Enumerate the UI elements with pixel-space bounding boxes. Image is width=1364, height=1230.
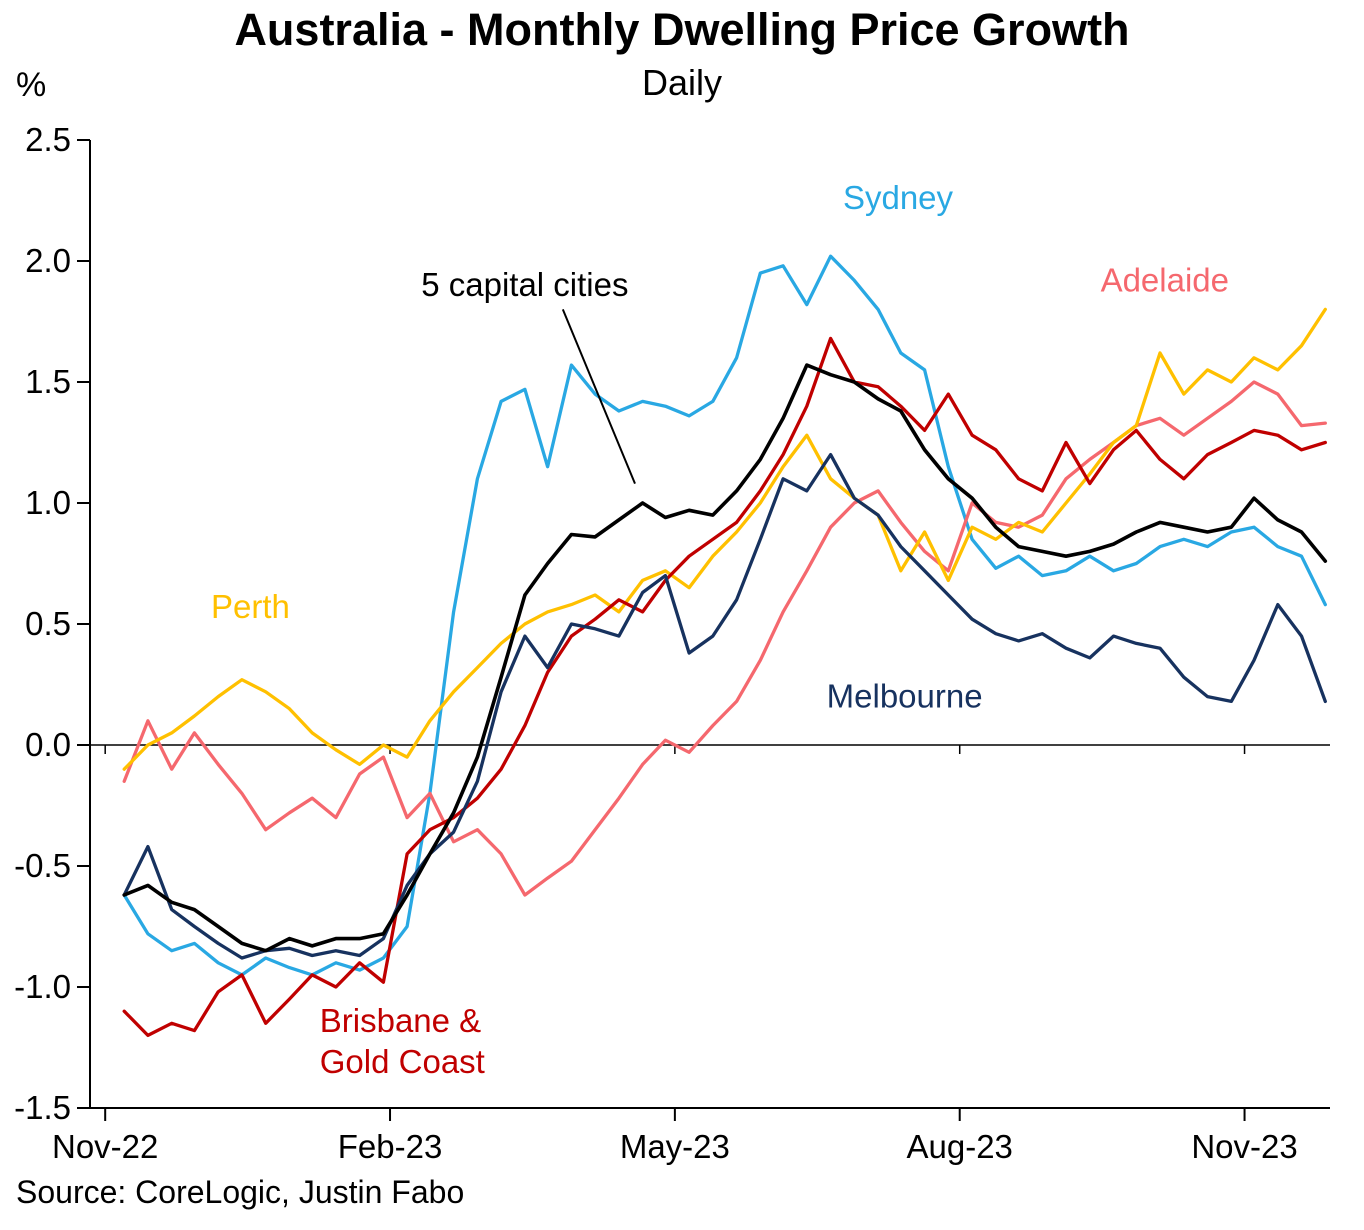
- chart-title: Australia - Monthly Dwelling Price Growt…: [234, 4, 1130, 55]
- y-tick-label: -0.5: [14, 847, 71, 884]
- y-tick-label: 1.5: [25, 363, 71, 400]
- y-tick-label: 1.0: [25, 484, 71, 521]
- y-tick-label: 2.0: [25, 242, 71, 279]
- series-line-perth: [122, 307, 1327, 771]
- y-axis-unit-label: %: [16, 66, 47, 104]
- series-line-five-capital-cities: [122, 363, 1328, 953]
- x-tick-label: Aug-23: [906, 1128, 1012, 1165]
- x-tick-label: Nov-23: [1191, 1128, 1297, 1165]
- series-line-sydney: [122, 254, 1327, 977]
- x-tick-label: May-23: [620, 1128, 730, 1165]
- series-line-brisbane-gold-coast: [122, 336, 1327, 1038]
- series-line-melbourne: [122, 452, 1327, 960]
- series-label-five-capital-cities: 5 capital cities: [421, 266, 628, 303]
- source-note: Source: CoreLogic, Justin Fabo: [16, 1174, 465, 1210]
- x-tick-label: Feb-23: [338, 1128, 443, 1165]
- five-capitals-pointer-line: [561, 309, 636, 485]
- x-tick-label: Nov-22: [52, 1128, 158, 1165]
- y-tick-label: -1.5: [14, 1089, 71, 1126]
- series-label-melbourne: Melbourne: [827, 678, 983, 715]
- series-line-adelaide: [122, 380, 1327, 897]
- y-tick-label: -1.0: [14, 968, 71, 1005]
- series-label-sydney: Sydney: [843, 179, 954, 216]
- y-tick-label: 0.5: [25, 605, 71, 642]
- y-tick-label: 0.0: [25, 726, 71, 763]
- series-label-brisbane-line2: Gold Coast: [320, 1043, 485, 1080]
- series-label-adelaide: Adelaide: [1101, 261, 1229, 298]
- y-tick-label: 2.5: [25, 121, 71, 158]
- series-label-brisbane-line1: Brisbane &: [320, 1002, 481, 1039]
- chart-subtitle: Daily: [641, 62, 722, 103]
- series-label-perth: Perth: [211, 588, 290, 625]
